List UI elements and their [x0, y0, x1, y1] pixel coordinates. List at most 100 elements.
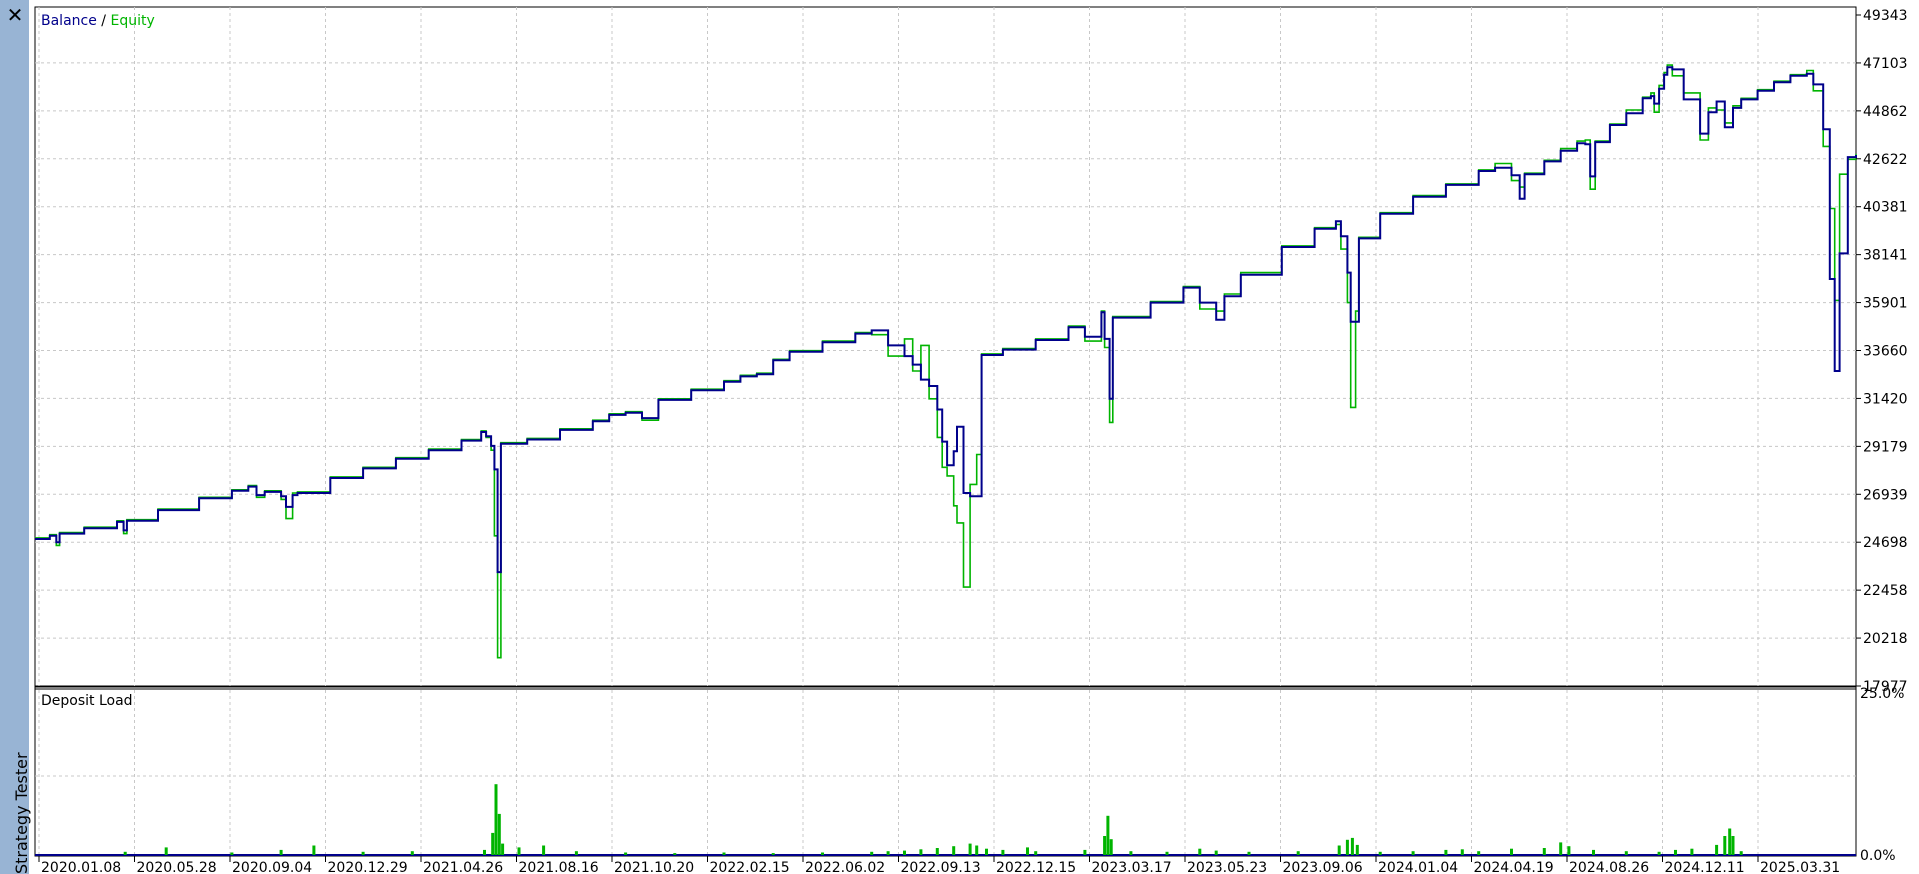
deposit-bar [501, 843, 505, 855]
x-tick-label: 2021.08.16 [519, 860, 599, 874]
y-tick-label: 42622 [1863, 152, 1908, 168]
x-tick-label: 2020.09.04 [232, 860, 312, 874]
y-tick-label: 33660 [1863, 344, 1908, 360]
deposit-bars-layer [35, 784, 1856, 856]
x-tick-label: 2022.02.15 [710, 860, 790, 874]
close-icon[interactable]: ✕ [6, 3, 24, 27]
y-tick-label: 29179 [1863, 439, 1908, 455]
deposit-y-label: 25.0% [1860, 686, 1904, 702]
series-balance-line [35, 66, 1857, 574]
deposit-bar [771, 853, 775, 855]
main-gridlines [35, 7, 1856, 686]
deposit-bar [1214, 850, 1218, 855]
deposit-bar [1460, 849, 1464, 855]
strategy-tester-sidebar: ✕ Strategy Tester [0, 0, 31, 874]
x-tick-label: 2024.08.26 [1569, 860, 1649, 874]
deposit-bar [1731, 836, 1735, 855]
deposit-bar [1542, 848, 1546, 855]
deposit-bar [968, 843, 972, 855]
deposit-bar [624, 852, 628, 855]
deposit-bar [542, 845, 546, 855]
deposit-bar [312, 845, 316, 855]
deposit-bar [1444, 849, 1448, 855]
x-tick-label: 2020.01.08 [41, 860, 121, 874]
x-tick-label: 2023.03.17 [1092, 860, 1172, 874]
x-tick-label: 2021.10.20 [614, 860, 694, 874]
x-tick-label: 2024.12.11 [1665, 860, 1745, 874]
y-tick-label: 20218 [1863, 631, 1908, 647]
deposit-bar [279, 849, 283, 855]
deposit-bar [574, 851, 578, 855]
legend-equity: Equity [110, 13, 154, 29]
x-tick-label: 2023.09.06 [1283, 860, 1363, 874]
x-tick-label: 2023.05.23 [1187, 860, 1267, 874]
deposit-y-label: 0.0% [1860, 848, 1896, 864]
deposit-bar [1559, 842, 1563, 855]
y-tick-label: 38141 [1863, 248, 1908, 264]
deposit-bar [1624, 851, 1628, 855]
deposit-bar [1083, 849, 1087, 855]
deposit-bar [903, 850, 906, 855]
x-tick-label: 2020.12.29 [328, 860, 408, 874]
deposit-bar [1355, 844, 1359, 855]
deposit-bar [919, 849, 923, 855]
y-tick-label: 49343 [1863, 8, 1908, 24]
y-tick-label: 35901 [1863, 296, 1908, 312]
deposit-bar [1247, 851, 1251, 855]
deposit-bar [1165, 851, 1169, 855]
deposit-bar [1723, 836, 1727, 855]
deposit-bar [1026, 847, 1029, 855]
deposit-bar [722, 852, 726, 855]
x-tick-label: 2022.06.02 [805, 860, 885, 874]
y-tick-label: 40381 [1863, 200, 1908, 216]
deposit-bar [483, 849, 486, 855]
deposit-bar [1378, 851, 1382, 855]
deposit-bar [1296, 851, 1300, 855]
deposit-bar [1674, 849, 1677, 855]
deposit-bar [673, 853, 677, 855]
deposit-bar [1739, 851, 1743, 855]
legend-separator: / [97, 13, 111, 29]
y-tick-label: 31420 [1863, 391, 1908, 407]
y-tick-label: 17977 [1863, 679, 1908, 695]
deposit-bar [1728, 828, 1732, 855]
deposit-bar [123, 851, 127, 855]
deposit-bar [1034, 851, 1038, 855]
deposit-bar [164, 847, 168, 855]
deposit-bar [1411, 851, 1415, 855]
x-tick-label: 2024.01.04 [1378, 860, 1458, 874]
y-tick-label: 26939 [1863, 487, 1908, 503]
y-axis-ticks: 49343 47103 44862 42622 40381 38141 35901 33660… [1856, 8, 1908, 864]
deposit-load-title: Deposit Load [41, 693, 133, 709]
deposit-bar [494, 784, 498, 855]
deposit-bar [361, 851, 365, 855]
x-axis-ticks: 2020.01.08 2020.05.28 2020.09.04 2020.12.29… [38, 856, 1840, 874]
y-tick-label: 44862 [1863, 104, 1908, 120]
x-tick-label: 2022.09.13 [901, 860, 981, 874]
deposit-bar [935, 848, 939, 855]
y-tick-label: 24698 [1863, 535, 1908, 551]
deposit-bar [1690, 848, 1694, 855]
deposit-bar [1001, 849, 1005, 855]
deposit-bar [870, 851, 874, 855]
series-layer [35, 64, 1857, 659]
deposit-bar [821, 852, 824, 855]
x-tick-label: 2020.05.28 [137, 860, 217, 874]
deposit-bar [1350, 837, 1354, 855]
y-tick-label: 22458 [1863, 583, 1908, 599]
deposit-gridlines [35, 690, 1856, 856]
deposit-bar [1477, 851, 1481, 855]
deposit-bar [975, 845, 979, 855]
x-tick-label: 2024.04.19 [1474, 860, 1554, 874]
deposit-bar [410, 851, 414, 855]
deposit-bar [1657, 851, 1661, 855]
deposit-bar [886, 851, 890, 855]
deposit-bar [1198, 848, 1202, 855]
legend-balance: Balance [41, 13, 97, 29]
deposit-bar [1129, 851, 1133, 855]
x-tick-label: 2025.03.31 [1760, 860, 1840, 874]
deposit-bar [1337, 845, 1341, 855]
deposit-bar [1345, 839, 1349, 855]
x-tick-label: 2021.04.26 [423, 860, 503, 874]
